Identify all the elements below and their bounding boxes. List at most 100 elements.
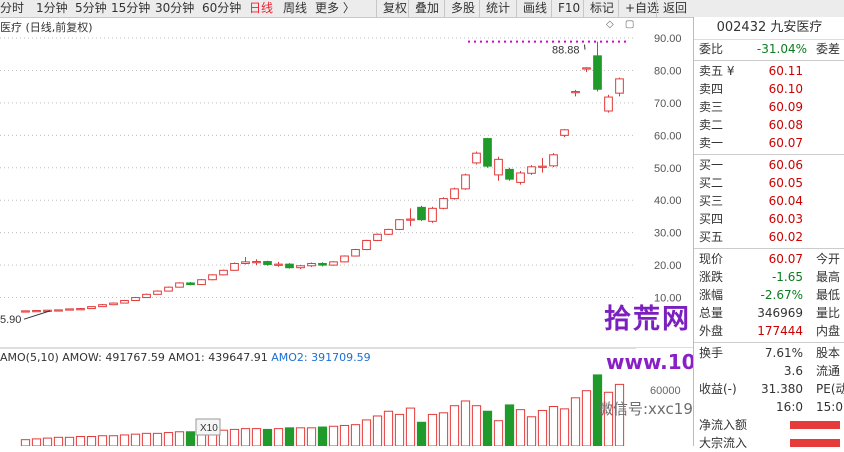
sell4-row[interactable]: 卖四 60.10 <box>699 82 803 96</box>
buy3-row[interactable]: 买三 60.04 <box>699 194 803 208</box>
price-tick: 80.00 <box>654 65 682 77</box>
tab-5min[interactable]: 5分钟 <box>75 1 107 15</box>
volume-bar <box>185 431 196 446</box>
buy5-row[interactable]: 买五 60.02 <box>699 230 803 244</box>
stat-volume: 总量 346969 量比 <box>699 306 841 320</box>
sell1-row[interactable]: 卖一 60.07 <box>699 136 803 150</box>
btn-overlay[interactable]: 叠加 <box>408 0 439 17</box>
weibi-row: 委比 -31.04% 委差 <box>694 40 844 58</box>
x10-badge: X10 <box>200 423 218 434</box>
volume-series <box>20 374 625 446</box>
tab-30min[interactable]: 30分钟 <box>155 1 195 15</box>
volume-bar <box>251 428 262 446</box>
tab-60min[interactable]: 60分钟 <box>202 1 242 15</box>
candle <box>285 263 294 269</box>
buy2-price: 60.05 <box>768 176 803 190</box>
price-tick: 10.00 <box>654 293 682 305</box>
candle <box>582 67 591 73</box>
volume-bar <box>548 406 559 446</box>
amow-label: AMOW: 491767.59 <box>62 351 165 364</box>
buy1-row[interactable]: 买一 60.06 <box>699 158 803 172</box>
sell2-row[interactable]: 卖二 60.08 <box>699 118 803 132</box>
price-tick: 50.00 <box>654 163 682 175</box>
btn-mark[interactable]: 标记 <box>583 0 614 17</box>
volume-bar <box>42 437 53 446</box>
candle <box>472 151 481 165</box>
volume-bar <box>361 419 372 446</box>
volume-bar <box>262 428 273 446</box>
candle <box>439 197 448 210</box>
stat-pct: 涨幅 -2.67% 最低 <box>699 288 841 302</box>
candle <box>219 269 228 276</box>
volume-bar <box>449 405 460 446</box>
buy5-price: 60.02 <box>768 230 803 244</box>
btn-back[interactable]: 返回 <box>656 0 687 17</box>
tab-1min[interactable]: 1分钟 <box>36 1 68 15</box>
sell4-price: 60.10 <box>768 82 803 96</box>
candle <box>186 281 195 286</box>
tab-more[interactable]: 更多 〉 <box>315 1 355 15</box>
high-marker-arrow <box>584 44 586 50</box>
btn-statistics[interactable]: 统计 <box>479 0 510 17</box>
diamond-icon[interactable]: ◇ <box>606 19 614 30</box>
tab-intraday[interactable]: 分时 <box>0 1 25 15</box>
weicha-label: 委差 <box>816 42 841 56</box>
candle <box>406 208 415 227</box>
volume-bar <box>339 424 350 446</box>
candle <box>307 262 316 268</box>
btn-draw-line[interactable]: 画线 <box>516 0 547 17</box>
candle <box>296 265 305 270</box>
price-tick: 20.00 <box>654 260 682 272</box>
candle <box>274 261 283 267</box>
x10-badge-box <box>195 418 221 436</box>
expand-icon[interactable]: ▢ <box>624 19 635 30</box>
kline-chart[interactable]: 90.00 80.00 70.00 60.00 50.00 40.00 30.00 20.00… <box>0 17 693 446</box>
chart-title: 医疗 (日线,前复权) <box>0 21 93 34</box>
block-inflow: 大宗流入 <box>694 434 844 452</box>
volume-tick: 60000 <box>650 385 681 397</box>
sell3-row[interactable]: 卖三 60.09 <box>699 100 803 114</box>
volume-bar <box>372 415 383 446</box>
volume-bar <box>306 427 317 446</box>
candle <box>604 94 613 113</box>
volume-bar <box>64 436 75 446</box>
btn-fuquan[interactable]: 复权 <box>376 0 407 17</box>
volume-bar <box>526 416 537 446</box>
candle <box>395 219 404 231</box>
candle <box>571 89 580 97</box>
volume-bar <box>75 436 86 446</box>
buy4-price: 60.03 <box>768 212 803 226</box>
candle <box>153 290 162 295</box>
btn-add-watchlist[interactable]: +自选 <box>618 0 659 17</box>
candle <box>593 41 602 92</box>
weibi-label: 委比 <box>699 42 724 56</box>
tab-weekly[interactable]: 周线 <box>283 1 308 15</box>
volume-bar <box>86 436 97 446</box>
buy4-row[interactable]: 买四 60.03 <box>699 212 803 226</box>
candle <box>384 228 393 235</box>
volume-bar <box>174 431 185 446</box>
volume-bar <box>152 432 163 446</box>
volume-bar <box>130 433 141 446</box>
btn-multi-stock[interactable]: 多股 <box>444 0 475 17</box>
volume-bar <box>581 390 592 446</box>
btn-f10[interactable]: F10 <box>551 0 580 17</box>
tab-15min[interactable]: 15分钟 <box>111 1 151 15</box>
volume-header: AMO(5,10) AMOW: 491767.59 AMO1: 439647.9… <box>0 351 371 364</box>
candle <box>263 260 272 266</box>
volume-bar <box>614 383 625 446</box>
tab-daily[interactable]: 日线 <box>249 1 274 15</box>
candle <box>417 205 426 221</box>
candle <box>32 310 41 313</box>
price-tick: 70.00 <box>654 98 682 110</box>
volume-bar <box>416 421 427 446</box>
buy2-row[interactable]: 买二 60.05 <box>699 176 803 190</box>
volume-bar <box>218 429 229 446</box>
price-tick: 90.00 <box>654 33 682 45</box>
candle <box>230 262 239 271</box>
price-tick: 60.00 <box>654 130 682 142</box>
candle <box>450 187 459 200</box>
low-marker-line <box>23 310 51 320</box>
sell5-row[interactable]: 卖五 ¥60.11 <box>699 64 803 78</box>
stat-change: 涨跌 -1.65 最高 <box>699 270 841 284</box>
